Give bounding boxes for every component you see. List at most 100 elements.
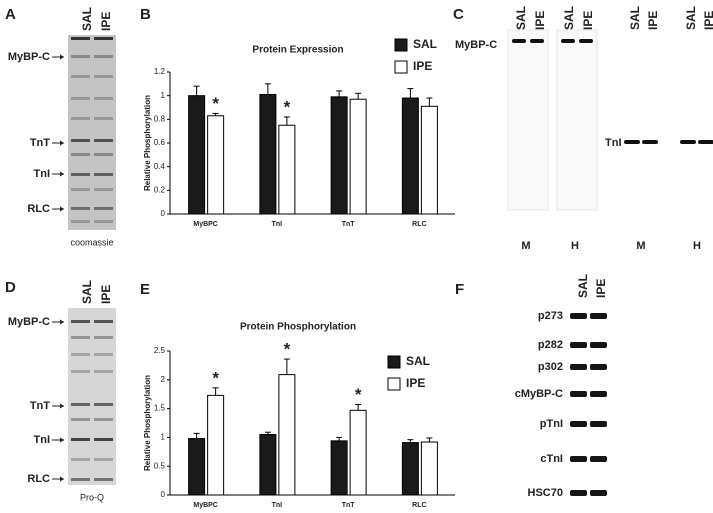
gel-band (71, 478, 90, 481)
marker-label: TnT (30, 137, 50, 149)
panel-label: D (5, 279, 16, 296)
blot-band (642, 140, 658, 144)
panel-label: B (140, 6, 151, 23)
legend-label: IPE (413, 59, 432, 73)
lane-label: SAL (80, 280, 94, 304)
significance-mark: * (355, 385, 362, 404)
gel-band (71, 220, 90, 223)
tissue-label: H (693, 240, 701, 252)
marker-label: TnI (605, 137, 622, 149)
arrow-head (60, 171, 64, 177)
gel-band (71, 320, 90, 323)
arrow-head (60, 206, 64, 212)
lane-label: SAL (684, 6, 698, 30)
lane-label: IPE (646, 11, 660, 30)
y-tick-label: 0.5 (154, 461, 166, 470)
legend-label: SAL (406, 354, 430, 368)
y-tick-label: 0 (161, 490, 166, 499)
arrow-head (60, 403, 64, 409)
bar (401, 97, 419, 215)
blot-band (590, 490, 607, 496)
blot-band (590, 391, 607, 397)
gel-band (71, 188, 90, 191)
gel-band (71, 153, 90, 156)
row-label: p273 (538, 310, 563, 322)
legend-swatch (394, 60, 408, 74)
bar (420, 441, 438, 496)
x-tick-label: TnI (272, 221, 283, 228)
row-label: pTnI (540, 418, 563, 430)
y-tick-label: 0.2 (154, 185, 166, 194)
gel-band (94, 478, 113, 481)
gel-band (94, 139, 113, 142)
blot-band (590, 456, 607, 462)
blot-band (579, 39, 593, 43)
gel-band (71, 139, 90, 142)
arrow-head (60, 319, 64, 325)
bar (401, 442, 419, 496)
gel-band (71, 97, 90, 100)
lane-label: IPE (99, 12, 113, 31)
y-tick-label: 0.4 (154, 162, 166, 171)
arrow-head (60, 476, 64, 482)
chart-title: Protein Phosphorylation (240, 322, 356, 333)
blot-band (570, 342, 587, 348)
blot-band (590, 364, 607, 370)
bar (349, 98, 367, 215)
arrow-head (60, 437, 64, 443)
row-label: cTnI (540, 453, 563, 465)
gel-band (94, 153, 113, 156)
gel-band (71, 458, 90, 461)
marker-label: MyBP-C (8, 316, 50, 328)
blot-band (561, 39, 575, 43)
gel-band (94, 220, 113, 223)
bar (207, 394, 225, 496)
gel-band (94, 458, 113, 461)
gel-band (94, 188, 113, 191)
x-tick-label: MyBPC (193, 221, 218, 228)
gel-image (68, 308, 116, 485)
caption: Pro-Q (80, 492, 104, 502)
y-tick-label: 0.6 (154, 138, 166, 147)
blot-band (530, 39, 544, 43)
lane-label: IPE (702, 11, 713, 30)
blot-band (680, 140, 696, 144)
x-tick-label: TnT (342, 221, 356, 228)
gel-band (71, 336, 90, 339)
gel-band (94, 97, 113, 100)
lane-label: IPE (533, 11, 547, 30)
lane-label: SAL (576, 274, 590, 298)
gel-band (94, 438, 113, 441)
row-label: cMyBP-C (515, 388, 563, 400)
x-tick-label: TnT (342, 502, 356, 509)
gel-band (94, 370, 113, 373)
significance-mark: * (212, 94, 219, 113)
bar (330, 96, 348, 215)
gel-band (94, 117, 113, 120)
y-tick-label: 0 (161, 209, 166, 218)
bar (259, 93, 277, 215)
bar (278, 124, 296, 215)
y-axis-label: Relative Phosphorylation (143, 95, 152, 191)
arrow-head (60, 140, 64, 146)
x-tick-label: RLC (412, 502, 426, 509)
gel-band (94, 320, 113, 323)
legend-label: IPE (406, 376, 425, 390)
marker-label: TnI (34, 434, 51, 446)
gel-band (71, 207, 90, 210)
gel-band (94, 55, 113, 58)
lane-label: SAL (562, 6, 576, 30)
gel-band (94, 207, 113, 210)
arrow-head (60, 54, 64, 60)
legend-swatch (387, 377, 401, 391)
y-axis-label: Relative Phosphorylation (143, 375, 152, 471)
panel-label: E (140, 281, 150, 298)
marker-label: TnI (34, 168, 51, 180)
bar (188, 95, 206, 215)
y-tick-label: 1 (161, 433, 166, 442)
y-tick-label: 2 (161, 375, 166, 384)
blot-band (570, 456, 587, 462)
row-label: p282 (538, 339, 563, 351)
caption: coomassie (70, 237, 113, 247)
